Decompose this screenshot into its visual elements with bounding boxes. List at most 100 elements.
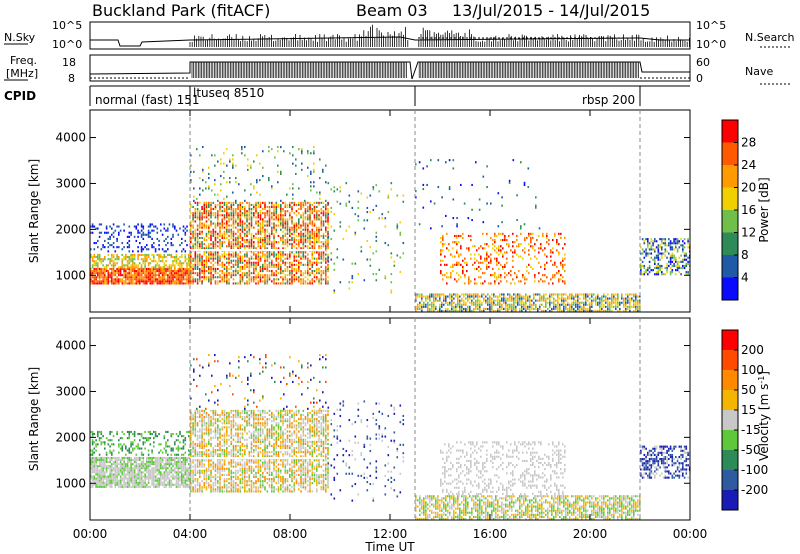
range-gate-cell: [548, 239, 550, 242]
range-gate-cell: [253, 212, 255, 215]
range-gate-cell: [182, 282, 185, 285]
range-gate-cell: [542, 249, 544, 252]
range-gate-cell: [524, 276, 526, 279]
colorbar-tick-label: 20: [741, 181, 756, 195]
range-gate-cell: [153, 229, 155, 232]
range-gate-cell: [298, 263, 300, 266]
range-gate-cell: [535, 299, 537, 302]
range-gate-cell: [273, 280, 275, 283]
range-gate-cell: [448, 188, 451, 191]
range-gate-cell: [396, 227, 399, 230]
range-gate-cell: [97, 477, 99, 480]
range-gate-cell: [137, 235, 139, 238]
range-gate-cell: [257, 282, 260, 285]
range-gate-cell: [433, 297, 435, 300]
range-gate-cell: [316, 212, 318, 215]
range-gate-cell: [250, 166, 252, 169]
range-gate-cell: [441, 305, 443, 308]
range-gate-cell: [93, 458, 96, 461]
range-gate-cell: [280, 259, 282, 262]
range-gate-cell: [366, 258, 369, 261]
range-gate-cell: [325, 208, 327, 211]
range-gate-cell: [483, 299, 485, 302]
range-gate-cell: [250, 263, 253, 266]
range-gate-cell: [137, 274, 139, 277]
range-gate-cell: [97, 227, 99, 230]
range-gate-cell: [304, 216, 307, 219]
range-gate-cell: [214, 222, 217, 225]
range-gate-cell: [196, 208, 199, 211]
range-gate-cell: [248, 272, 251, 275]
range-gate-cell: [286, 230, 289, 233]
range-gate-cell: [431, 305, 433, 308]
range-gate-cell: [128, 235, 131, 238]
range-gate-cell: [302, 247, 305, 250]
range-gate-cell: [95, 471, 97, 474]
range-gate-cell: [212, 276, 215, 279]
range-gate-cell: [453, 297, 455, 300]
range-gate-cell: [513, 301, 515, 304]
range-gate-cell: [184, 270, 187, 273]
range-gate-cell: [539, 293, 541, 296]
range-gate-cell: [223, 162, 225, 165]
range-gate-cell: [280, 257, 282, 260]
range-gate-cell: [441, 293, 443, 296]
range-gate-cell: [275, 224, 278, 227]
range-gate-cell: [170, 242, 173, 245]
range-gate-cell: [307, 224, 309, 227]
range-gate-cell: [93, 225, 96, 228]
range-gate-cell: [286, 193, 288, 196]
range-gate-cell: [203, 212, 206, 215]
range-gate-cell: [322, 255, 325, 258]
range-gate-cell: [654, 267, 656, 270]
range-gate-cell: [146, 258, 148, 261]
range-gate-cell: [313, 243, 316, 246]
range-gate-cell: [477, 305, 479, 308]
range-gate-cell: [217, 259, 219, 262]
range-gate-cell: [253, 245, 255, 248]
range-gate-cell: [513, 303, 515, 306]
range-gate-cell: [641, 252, 644, 255]
range-gate-cell: [479, 303, 481, 306]
range-gate-cell: [168, 223, 171, 226]
range-gate-cell: [248, 270, 251, 273]
range-gate-cell: [441, 196, 443, 199]
range-gate-cell: [513, 293, 515, 296]
range-gate-cell: [102, 278, 104, 281]
range-gate-cell: [511, 309, 513, 312]
range-gate-cell: [501, 297, 503, 300]
range-gate-cell: [497, 225, 500, 228]
range-gate-cell: [555, 299, 557, 302]
range-gate-cell: [298, 234, 300, 237]
range-gate-cell: [156, 264, 159, 267]
range-gate-cell: [246, 272, 248, 275]
range-gate-cell: [112, 270, 115, 273]
range-gate-cell: [498, 232, 500, 235]
range-gate-cell: [226, 278, 228, 281]
range-gate-cell: [325, 276, 327, 279]
range-gate-cell: [443, 295, 445, 298]
range-gate-cell: [439, 303, 441, 306]
range-gate-cell: [123, 229, 125, 232]
range-gate-cell: [522, 257, 524, 260]
range-gate-cell: [316, 257, 318, 260]
range-gate-cell: [98, 235, 101, 238]
range-gate-cell: [146, 233, 148, 236]
range-gate-cell: [645, 254, 647, 257]
range-gate-cell: [652, 269, 654, 272]
range-gate-cell: [669, 271, 672, 274]
range-gate-cell: [295, 224, 298, 227]
range-gate-cell: [520, 227, 522, 230]
range-gate-cell: [627, 299, 629, 302]
range-gate-cell: [128, 266, 131, 269]
range-gate-cell: [116, 267, 118, 270]
range-gate-cell: [293, 280, 296, 283]
range-gate-cell: [241, 230, 244, 233]
range-gate-cell: [221, 214, 224, 217]
range-gate-cell: [478, 198, 481, 201]
range-gate-cell: [239, 241, 242, 244]
range-gate-cell: [100, 479, 103, 482]
range-gate-cell: [320, 272, 323, 275]
range-gate-cell: [232, 226, 235, 229]
range-gate-cell: [241, 224, 244, 227]
